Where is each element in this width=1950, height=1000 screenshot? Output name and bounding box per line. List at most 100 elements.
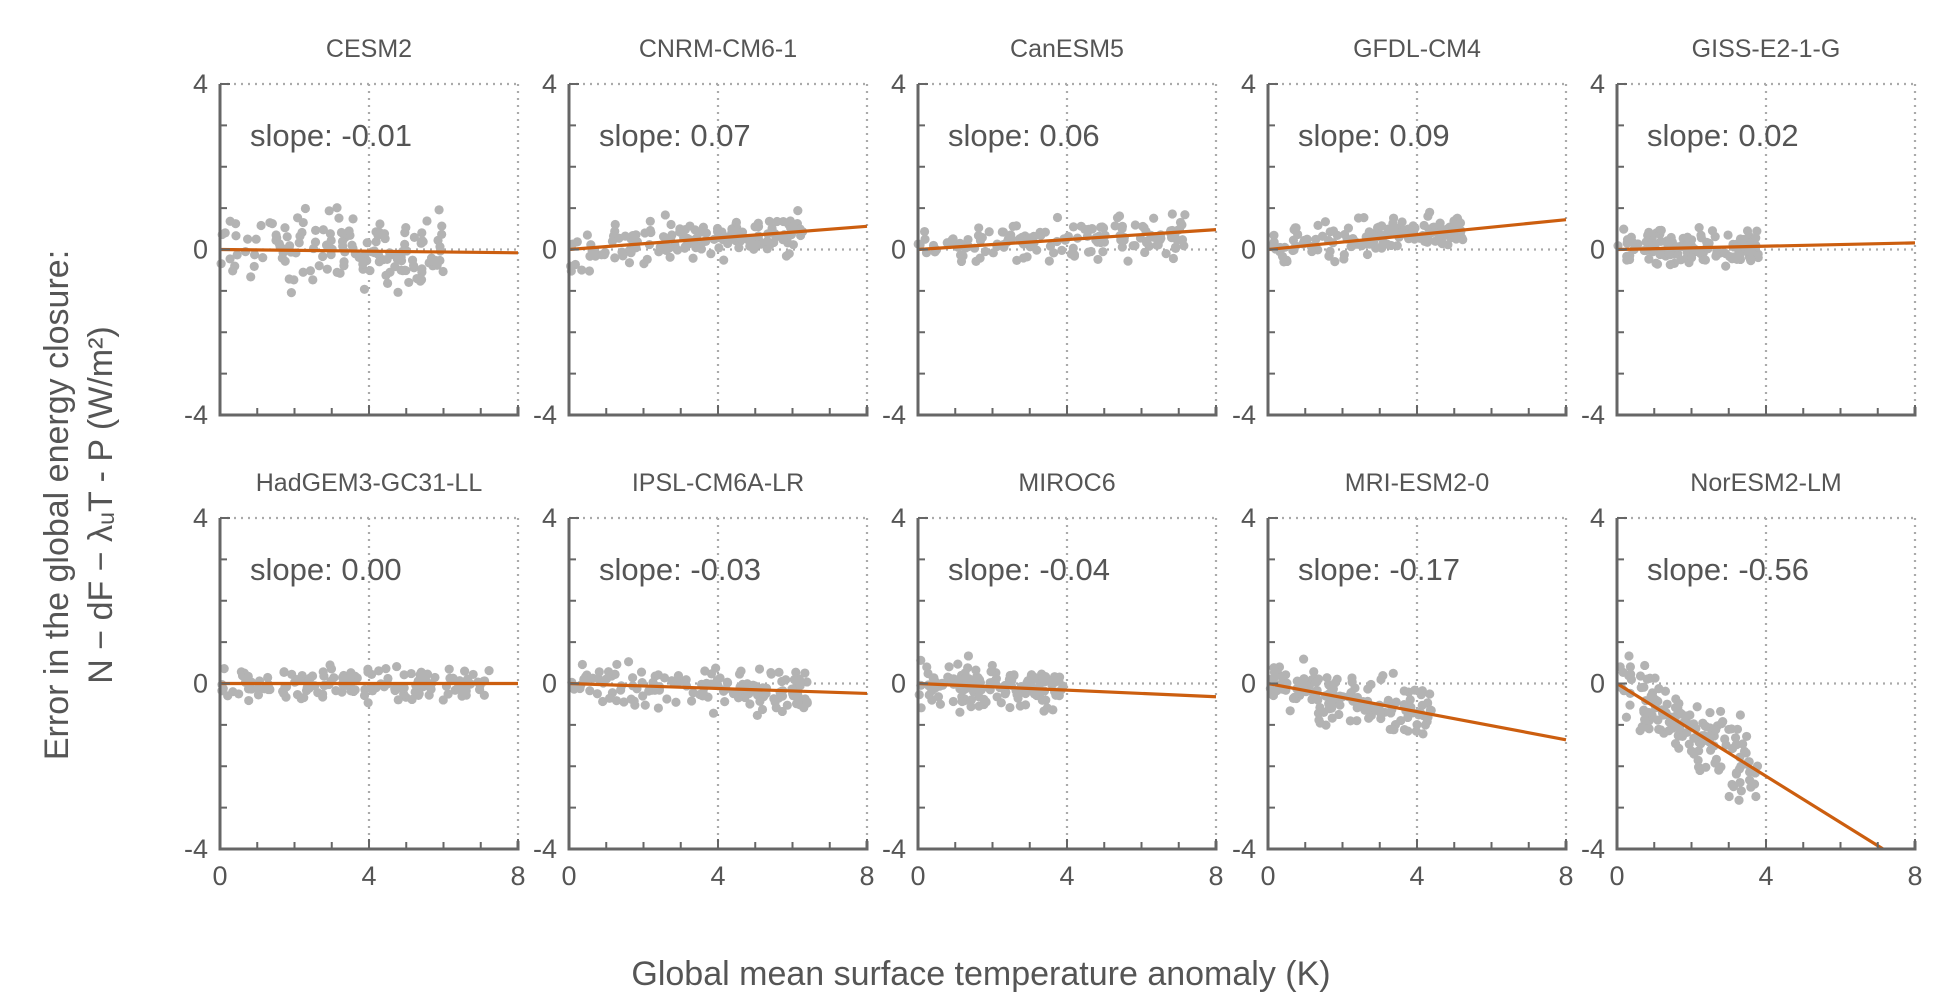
panel-title: GISS-E2-1-G [1692, 35, 1841, 63]
data-point [1167, 209, 1177, 219]
data-point [1352, 703, 1362, 713]
x-tick-label: 8 [1558, 861, 1573, 891]
data-point [253, 690, 264, 700]
data-point [1644, 227, 1654, 237]
data-point [802, 677, 812, 687]
data-point [460, 666, 470, 676]
data-point [1626, 669, 1636, 679]
data-point [1455, 218, 1466, 228]
data-point [570, 259, 581, 270]
data-point [1642, 674, 1652, 684]
data-point [293, 213, 303, 223]
data-point [1419, 220, 1429, 231]
data-point [406, 668, 416, 679]
data-point [659, 673, 670, 683]
data-point [1397, 217, 1407, 227]
data-point [1320, 217, 1331, 227]
x-tick-label: 0 [212, 861, 227, 891]
data-point [304, 674, 314, 685]
data-point [752, 710, 762, 720]
y-tick-label: 4 [193, 503, 208, 533]
data-point [1451, 234, 1461, 244]
data-point [251, 234, 261, 244]
data-point [979, 694, 989, 704]
data-point [610, 253, 620, 263]
slope-label: slope: 0.09 [1298, 118, 1450, 153]
data-point [1744, 246, 1754, 256]
data-point [1149, 213, 1159, 223]
data-point [1403, 726, 1413, 736]
data-point [788, 221, 798, 231]
data-point [381, 270, 391, 281]
y-tick-label: -4 [184, 400, 208, 430]
data-point [1057, 245, 1067, 255]
x-tick-label: 8 [510, 861, 525, 891]
data-point [1391, 697, 1401, 707]
data-point [332, 267, 342, 277]
panel-canesm5: CanESM5 slope: 0.06 -4 0 4 [882, 35, 1218, 430]
data-point [1172, 235, 1182, 245]
data-point [1654, 684, 1664, 694]
x-tick-label: 0 [910, 861, 925, 891]
data-point [719, 255, 729, 265]
data-point [400, 228, 410, 238]
data-point [1647, 691, 1657, 701]
data-point [437, 229, 447, 240]
scatter-points [913, 209, 1190, 267]
data-point [311, 225, 321, 235]
data-point [1307, 246, 1317, 257]
data-point [1168, 253, 1179, 264]
data-point [1309, 667, 1319, 677]
data-point [782, 700, 792, 710]
data-point [258, 253, 268, 263]
data-point [1279, 257, 1289, 267]
panel-title: HadGEM3-GC31-LL [256, 469, 483, 497]
data-point [1383, 695, 1393, 706]
data-point [319, 671, 329, 681]
data-point [282, 232, 292, 242]
data-point [286, 288, 296, 298]
data-point [680, 243, 690, 253]
data-point [1066, 249, 1076, 259]
data-point [1721, 261, 1731, 271]
data-point [984, 227, 994, 237]
data-point [444, 664, 454, 674]
data-point [1012, 689, 1022, 700]
data-point [1619, 224, 1629, 234]
data-point [1006, 234, 1017, 244]
data-point [697, 227, 707, 237]
data-point [1018, 253, 1029, 263]
data-point [1700, 721, 1710, 731]
data-point [1110, 221, 1120, 231]
data-point [958, 251, 968, 261]
data-point [417, 228, 427, 238]
data-point [1327, 713, 1337, 723]
data-point [1180, 210, 1190, 220]
data-point [279, 667, 289, 677]
data-point [345, 673, 355, 683]
data-point [1097, 222, 1107, 232]
data-point [1051, 676, 1061, 686]
data-point [594, 667, 604, 677]
data-point [802, 697, 812, 707]
data-point [1686, 746, 1697, 756]
data-point [1751, 233, 1761, 243]
data-point [1701, 762, 1711, 772]
data-point [686, 696, 697, 706]
data-point [359, 284, 370, 294]
data-point [1689, 733, 1699, 743]
data-point [944, 662, 954, 672]
data-point [1170, 243, 1181, 253]
data-point [1723, 230, 1733, 240]
data-point [708, 708, 719, 718]
x-tick-label: 4 [361, 861, 376, 891]
data-point [1739, 746, 1750, 756]
data-point [1269, 230, 1279, 240]
data-point [426, 684, 436, 694]
data-point [310, 237, 321, 247]
data-point [644, 686, 654, 696]
data-point [629, 696, 639, 706]
data-point [332, 203, 342, 213]
data-point [348, 214, 358, 224]
data-point [1386, 240, 1396, 251]
